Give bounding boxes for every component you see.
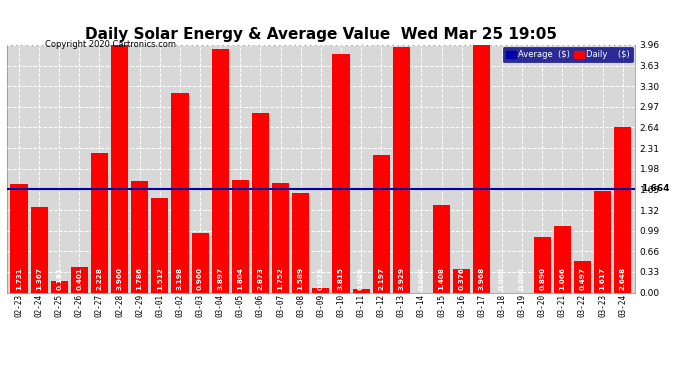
Text: 3.198: 3.198 <box>177 267 183 290</box>
Text: 0.000: 0.000 <box>499 267 505 290</box>
Text: 1.589: 1.589 <box>297 267 304 290</box>
Text: 1.804: 1.804 <box>237 267 244 290</box>
Bar <box>192 232 208 292</box>
Bar <box>171 93 188 292</box>
Text: 0.000: 0.000 <box>418 267 424 290</box>
Text: 0.191: 0.191 <box>56 267 62 290</box>
Text: 0.401: 0.401 <box>77 267 82 290</box>
Bar <box>353 290 370 292</box>
Text: 0.960: 0.960 <box>197 267 203 290</box>
Text: 1.786: 1.786 <box>137 267 143 290</box>
Bar <box>614 127 631 292</box>
Bar <box>554 226 571 292</box>
Text: 1.408: 1.408 <box>439 267 444 290</box>
Bar <box>252 113 269 292</box>
Bar <box>574 261 591 292</box>
Text: 1.731: 1.731 <box>16 267 22 290</box>
Bar <box>453 269 471 292</box>
Text: 0.497: 0.497 <box>580 267 586 290</box>
Text: 3.968: 3.968 <box>479 267 485 290</box>
Text: 1.752: 1.752 <box>277 267 284 290</box>
Bar <box>433 204 450 292</box>
Text: 2.648: 2.648 <box>620 267 626 290</box>
Bar <box>313 288 329 292</box>
Title: Daily Solar Energy & Average Value  Wed Mar 25 19:05: Daily Solar Energy & Average Value Wed M… <box>85 27 557 42</box>
Text: 0.049: 0.049 <box>358 267 364 290</box>
Text: 2.197: 2.197 <box>378 267 384 290</box>
Text: 1.664: 1.664 <box>641 184 669 193</box>
Text: 0.000: 0.000 <box>519 267 525 290</box>
Bar <box>473 45 491 292</box>
Text: 3.960: 3.960 <box>117 267 123 290</box>
Text: 1.512: 1.512 <box>157 267 163 290</box>
Text: 2.873: 2.873 <box>257 267 264 290</box>
Text: 3.815: 3.815 <box>338 267 344 290</box>
Bar <box>292 193 309 292</box>
Legend: Average  ($), Daily    ($): Average ($), Daily ($) <box>502 46 633 62</box>
Bar <box>212 49 229 292</box>
Bar <box>50 280 68 292</box>
Text: 3.929: 3.929 <box>398 267 404 290</box>
Text: 1.617: 1.617 <box>600 267 606 290</box>
Bar <box>533 237 551 292</box>
Text: 1.367: 1.367 <box>36 267 42 290</box>
Text: Copyright 2020 Cartronics.com: Copyright 2020 Cartronics.com <box>45 40 176 49</box>
Text: 0.376: 0.376 <box>459 267 465 290</box>
Bar <box>10 184 28 292</box>
Bar <box>131 181 148 292</box>
Bar <box>91 153 108 292</box>
Bar <box>333 54 350 292</box>
Bar <box>71 267 88 292</box>
Bar <box>111 45 128 292</box>
Bar <box>373 155 390 292</box>
Bar <box>30 207 48 292</box>
Bar <box>272 183 289 292</box>
Text: 0.890: 0.890 <box>539 267 545 290</box>
Bar <box>232 180 249 292</box>
Text: 3.897: 3.897 <box>217 267 224 290</box>
Bar <box>151 198 168 292</box>
Text: 1.066: 1.066 <box>560 267 565 290</box>
Text: 0.075: 0.075 <box>318 267 324 290</box>
Bar <box>393 47 410 292</box>
Text: 2.228: 2.228 <box>97 267 103 290</box>
Bar <box>594 191 611 292</box>
